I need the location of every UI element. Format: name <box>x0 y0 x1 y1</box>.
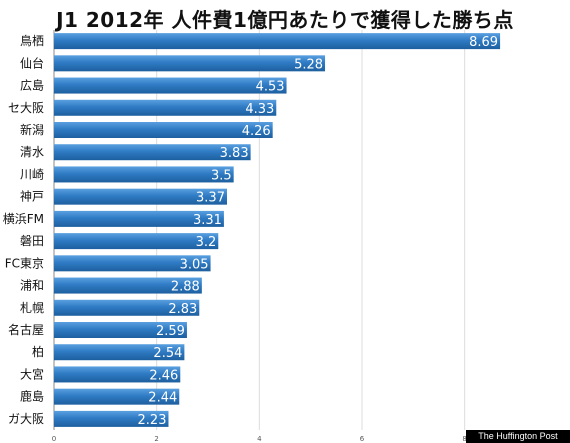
bar-value-label: 5.28 <box>294 57 323 72</box>
x-axis-ticks: 0 2 4 6 8 <box>52 435 467 443</box>
bar <box>54 210 224 227</box>
category-label: 鹿島 <box>20 389 44 404</box>
x-tick-label: 4 <box>257 435 262 443</box>
category-label: 仙台 <box>20 55 44 70</box>
bar-value-label: 8.69 <box>469 35 498 50</box>
bar-value-label: 2.88 <box>171 280 200 295</box>
category-label: 浦和 <box>20 279 44 293</box>
category-label: 札幌 <box>20 300 44 315</box>
bar-value-label: 2.23 <box>138 413 167 428</box>
bar-value-label: 2.59 <box>156 324 185 339</box>
bar-value-label: 3.31 <box>193 213 222 228</box>
watermark: The Huffington Post <box>466 430 570 443</box>
category-label: 清水 <box>20 145 44 159</box>
category-label: FC東京 <box>5 256 44 270</box>
bar-value-label: 3.83 <box>220 146 249 161</box>
category-label: 神戸 <box>20 190 44 204</box>
bar-value-label: 3.37 <box>196 191 225 206</box>
bar <box>54 144 251 161</box>
bar <box>54 255 211 272</box>
bar-value-label: 4.53 <box>256 80 285 95</box>
bar <box>54 99 277 116</box>
bar-value-label: 3.05 <box>180 257 209 272</box>
category-label: 名古屋 <box>8 322 44 337</box>
gridlines <box>156 30 466 430</box>
bar-value-label: 4.26 <box>242 124 271 139</box>
x-tick-label: 0 <box>52 435 56 443</box>
category-label: ガ大阪 <box>8 412 44 426</box>
bar <box>54 410 169 427</box>
bar <box>54 166 234 183</box>
bar <box>54 77 287 94</box>
bar-value-label: 2.46 <box>149 368 178 383</box>
category-label: 広島 <box>20 78 44 93</box>
category-label: 鳥栖 <box>20 33 44 48</box>
bar <box>54 188 227 205</box>
bar-value-label: 3.2 <box>196 235 217 250</box>
bars: 8.69 5.28 4.53 4.33 4.26 3.83 3.5 3.37 3.31 3.2 3.… <box>54 33 501 428</box>
category-label: 磐田 <box>20 234 44 248</box>
bar-value-label: 2.54 <box>153 346 182 361</box>
bar-value-label: 4.33 <box>245 102 274 117</box>
bar <box>54 233 219 250</box>
bar-value-label: 2.83 <box>168 302 197 317</box>
category-label: 大宮 <box>20 366 44 381</box>
bar-value-label: 2.44 <box>148 391 177 406</box>
category-label: セ大阪 <box>8 101 44 115</box>
category-label: 柏 <box>32 344 44 359</box>
bar <box>54 388 180 405</box>
x-tick-label: 6 <box>360 435 365 443</box>
bar <box>54 322 187 338</box>
bar <box>54 33 501 50</box>
x-tick-label: 8 <box>462 435 466 443</box>
bar <box>54 344 185 361</box>
category-label: 新潟 <box>20 122 44 137</box>
x-tick-label: 2 <box>154 435 158 443</box>
category-label: 川崎 <box>20 167 44 181</box>
bar <box>54 366 181 383</box>
bar <box>54 122 273 138</box>
chart-title: J1 2012年 人件費1億円あたりで獲得した勝ち点 <box>56 8 514 32</box>
bar <box>54 277 202 294</box>
bar-value-label: 3.5 <box>211 168 232 183</box>
category-label: 横浜FM <box>3 212 44 226</box>
bar <box>54 299 200 316</box>
bar <box>54 55 326 72</box>
